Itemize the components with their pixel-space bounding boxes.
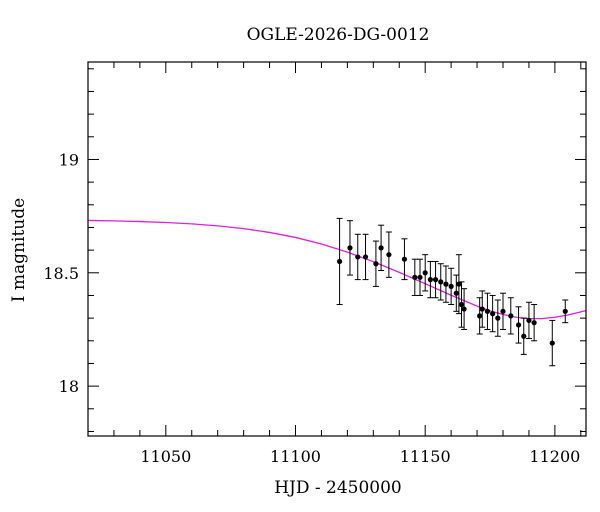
data-point-33: [562, 299, 569, 324]
data-point-marker: [347, 245, 353, 251]
data-point-25: [494, 299, 501, 337]
data-point-32: [549, 319, 556, 367]
data-point-13: [432, 260, 439, 299]
data-point-31: [531, 304, 538, 342]
data-point-marker: [479, 306, 485, 312]
data-point-1: [336, 217, 343, 306]
data-point-22: [479, 290, 486, 328]
data-point-marker: [355, 254, 361, 260]
data-point-marker: [432, 277, 439, 283]
data-point-marker: [422, 270, 428, 276]
data-point-11: [422, 254, 429, 292]
data-point-marker: [373, 261, 379, 267]
data-point-3: [354, 233, 361, 281]
y-tick-label: 18.5: [43, 264, 79, 283]
data-point-2: [346, 220, 353, 276]
x-tick-label: 11150: [400, 447, 451, 466]
data-point-8: [401, 238, 408, 281]
data-point-24: [489, 294, 496, 333]
x-axis-label: HJD - 2450000: [274, 478, 402, 498]
data-point-marker: [456, 281, 462, 287]
y-tick-labels: 18 18.5 19: [43, 150, 79, 396]
y-tick-label: 19: [59, 150, 79, 169]
data-point-9: [411, 258, 418, 296]
plot-area: [87, 61, 587, 437]
data-point-marker: [336, 258, 343, 265]
model-curve: [87, 219, 587, 320]
data-point-18: [455, 254, 462, 315]
data-point-30: [525, 301, 532, 340]
data-point-15: [442, 265, 449, 303]
data-point-marker: [508, 313, 514, 319]
data-point-marker: [490, 311, 496, 317]
data-point-marker: [458, 301, 465, 308]
data-point-27: [507, 297, 514, 335]
data-point-marker: [417, 274, 423, 280]
data-point-marker: [562, 308, 568, 314]
data-point-14: [437, 263, 444, 301]
x-tick-label: 11200: [529, 447, 580, 466]
data-point-marker: [461, 306, 467, 312]
data-point-4: [362, 233, 369, 281]
x-tick-label: 11100: [270, 447, 321, 466]
data-point-marker: [521, 333, 527, 339]
data-point-10: [417, 258, 423, 296]
data-point-marker: [401, 256, 408, 262]
data-point-marker: [549, 340, 555, 346]
data-point-29: [520, 317, 527, 355]
data-point-20: [461, 288, 468, 330]
data-point-marker: [438, 279, 444, 285]
data-point-marker: [515, 322, 522, 328]
data-point-5: [372, 240, 379, 287]
data-point-marker: [477, 313, 483, 319]
data-point-marker: [443, 281, 449, 287]
data-point-16: [448, 267, 455, 306]
plot-frame: [87, 61, 587, 437]
data-points: [336, 217, 569, 367]
chart-title: OGLE-2026-DG-0012: [247, 25, 430, 45]
data-point-12: [427, 260, 434, 299]
data-point-7: [385, 231, 392, 278]
data-point-marker: [386, 252, 392, 258]
data-point-23: [484, 292, 491, 330]
data-point-marker: [453, 290, 459, 296]
data-point-17: [453, 274, 460, 312]
data-point-19: [458, 281, 465, 328]
data-point-marker: [362, 254, 369, 260]
data-point-28: [515, 306, 522, 344]
axis-ticks: [87, 62, 586, 436]
data-point-marker: [495, 315, 501, 321]
data-point-marker: [448, 283, 454, 289]
data-point-marker: [500, 308, 506, 314]
data-point-marker: [412, 274, 418, 280]
x-tick-label: 11050: [140, 447, 191, 466]
x-tick-labels: 11050 11100 11150 11200: [140, 447, 580, 466]
y-tick-label: 18: [59, 377, 79, 396]
data-point-marker: [526, 317, 532, 323]
data-point-marker: [378, 245, 384, 251]
y-axis-label: I magnitude: [9, 198, 29, 302]
data-point-26: [500, 292, 506, 330]
data-point-6: [378, 224, 385, 272]
data-point-marker: [427, 277, 433, 283]
data-point-marker: [531, 320, 537, 326]
data-point-21: [476, 297, 483, 335]
data-point-marker: [484, 308, 491, 314]
